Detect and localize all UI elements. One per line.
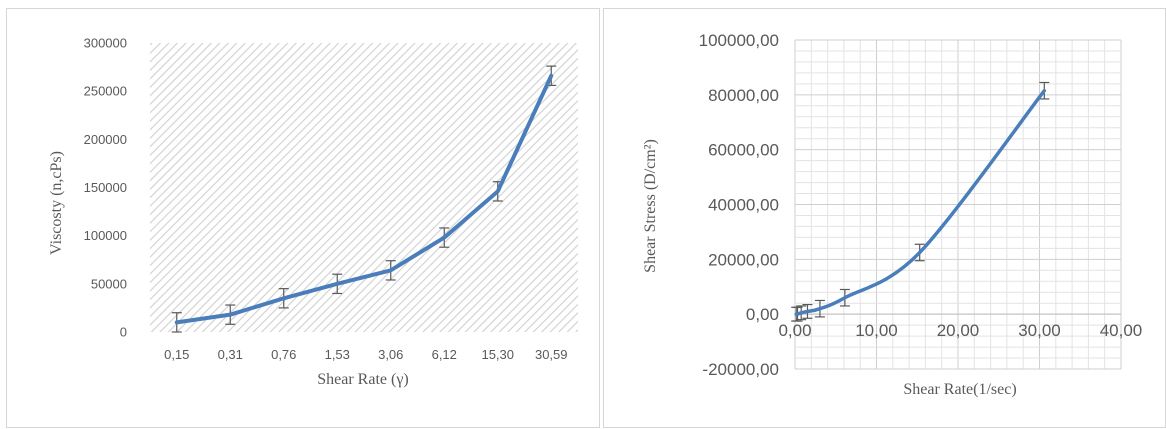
x-tick-label: 0,15 — [164, 347, 189, 362]
series-line — [174, 73, 554, 325]
y-tick-label: 100000 — [84, 228, 127, 243]
x-tick-label: 3,06 — [378, 347, 403, 362]
y-tick-label: 100000,00 — [699, 31, 779, 50]
x-tick-label: 15,30 — [481, 347, 514, 362]
y-tick-label: 40000,00 — [708, 196, 779, 215]
y-tick-label: 0 — [120, 325, 127, 340]
x-tick-label: 40,00 — [1100, 321, 1143, 340]
x-tick-label: 0,00 — [778, 321, 811, 340]
x-axis-title: Shear Rate (γ) — [317, 371, 408, 388]
plot-area — [150, 43, 578, 332]
y-tick-label: 80000,00 — [708, 86, 779, 105]
y-tick-label: 150000 — [84, 180, 127, 195]
x-axis-title: Shear Rate(1/sec) — [903, 381, 1016, 398]
x-tick-label: 0,76 — [271, 347, 296, 362]
y-tick-label: -20000,00 — [702, 360, 779, 379]
y-tick-label: 250000 — [84, 84, 127, 99]
x-tick-label: 20,00 — [937, 321, 980, 340]
y-tick-label: 300000 — [84, 36, 127, 51]
y-tick-label: 0,00 — [746, 305, 779, 324]
x-tick-label: 10,00 — [855, 321, 898, 340]
x-tick-label: 0,31 — [218, 347, 243, 362]
shear-stress-chart: -20000,00 0,00 20000,00 40000,00 60000,00 800… — [642, 31, 1143, 398]
x-tick-label: 1,53 — [325, 347, 350, 362]
x-tick-label: 6,12 — [432, 347, 457, 362]
y-axis-title: Viscosty (n,cPs) — [48, 151, 65, 255]
chart-panel-shear-stress: -20000,00 0,00 20000,00 40000,00 60000,00 800… — [603, 8, 1166, 428]
x-tick-label: 30,59 — [535, 347, 568, 362]
viscosity-chart: 0 50000 100000 150000 200000 250000 300000 0,15… — [48, 36, 578, 388]
chart-panel-viscosity: 0 50000 100000 150000 200000 250000 300000 0,15… — [6, 8, 600, 428]
y-tick-label: 50000 — [91, 276, 127, 291]
series-line — [794, 88, 1047, 317]
x-tick-label: 30,00 — [1018, 321, 1061, 340]
y-tick-label: 200000 — [84, 132, 127, 147]
y-tick-label: 20000,00 — [708, 250, 779, 269]
y-axis-title: Shear Stress (D/cm²) — [642, 139, 659, 273]
y-tick-label: 60000,00 — [708, 141, 779, 160]
